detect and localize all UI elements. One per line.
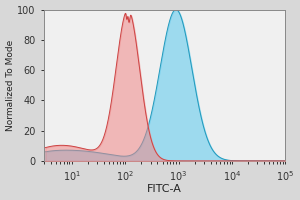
- Y-axis label: Normalized To Mode: Normalized To Mode: [6, 40, 15, 131]
- X-axis label: FITC-A: FITC-A: [147, 184, 182, 194]
